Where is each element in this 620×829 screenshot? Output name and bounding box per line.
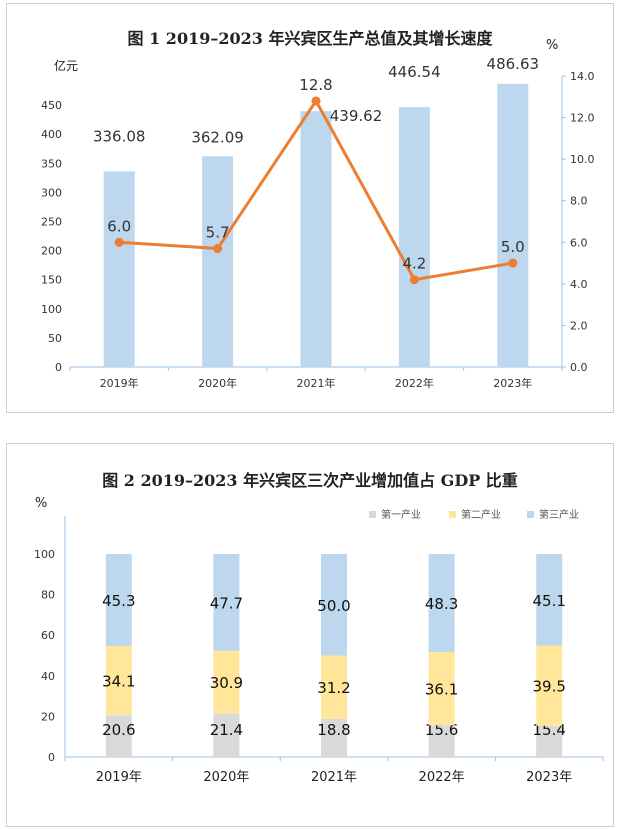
y-right-tick-label: 10.0	[570, 153, 595, 166]
y-right-tick-label: 0.0	[570, 361, 588, 374]
y-axis-left-label: 亿元	[54, 58, 78, 73]
gdp-bar	[497, 83, 529, 367]
x-tick-label: 2019年	[100, 376, 139, 390]
y-left-tick-label: 450	[41, 99, 62, 112]
stack-segment-label: 36.1	[425, 681, 458, 699]
growth-rate-label: 6.0	[107, 217, 131, 235]
y-left-tick-label: 300	[41, 186, 62, 199]
y-left-tick-label: 100	[41, 303, 62, 316]
growth-rate-point	[508, 258, 518, 268]
x-tick-label: 2019年	[96, 770, 142, 785]
growth-rate-label: 5.0	[501, 238, 525, 256]
stack-segment-label: 31.2	[317, 679, 350, 697]
growth-rate-point	[311, 96, 321, 106]
stack-segment	[213, 650, 240, 714]
y-left-tick-label: 150	[41, 274, 62, 287]
y-tick-label: 20	[41, 710, 55, 723]
gdp-bar	[202, 156, 234, 367]
chart-title: 图 2 2019–2023 年兴宾区三次产业增加值占 GDP 比重	[102, 471, 518, 490]
y-left-tick-label: 200	[41, 245, 62, 258]
industry-share-chart: % 0 20 40 60 80 100 2019年 2020年 2021年 2022年 2023年 20…	[34, 496, 604, 785]
legend-label: 第一产业	[381, 508, 421, 521]
stack-segment	[321, 718, 347, 757]
stack-segment	[105, 645, 132, 716]
stack-segment	[428, 554, 455, 653]
stack-segment-label: 20.6	[102, 721, 135, 739]
stack-segment-label: 15.6	[425, 721, 458, 739]
gdp-bar	[103, 171, 135, 367]
y-axis-label: %	[35, 496, 47, 511]
gdp-growth-chart: 亿元% 0 50 100 150 200 250 300 350 400 450 0.0 2.0 4.0 6…	[41, 38, 595, 390]
x-tick-label: 2020年	[198, 376, 237, 390]
stack-segment	[321, 655, 347, 719]
stack-segment-label: 50.0	[317, 597, 350, 615]
gdp-bar	[300, 111, 332, 367]
stack-segment	[213, 713, 240, 757]
chart-title: 图 1 2019–2023 年兴宾区生产总值及其增长速度	[127, 29, 493, 48]
y-right-tick-label: 4.0	[570, 278, 588, 291]
y-right-tick-label: 6.0	[570, 236, 588, 249]
chart-panel-industry-share: 图 2 2019–2023 年兴宾区三次产业增加值占 GDP 比重 % 0 20 40…	[6, 443, 614, 827]
growth-rate-point	[114, 237, 124, 247]
y-tick-label: 80	[41, 589, 55, 602]
y-right-tick-label: 2.0	[570, 319, 588, 332]
y-right-tick-label: 14.0	[570, 70, 595, 83]
stack-segment	[321, 554, 347, 656]
gdp-bar-label: 362.09	[191, 128, 244, 146]
y-left-tick-label: 50	[48, 332, 62, 345]
x-tick-label: 2021年	[311, 770, 357, 785]
stack-segment	[213, 554, 240, 651]
y-left-tick-label: 0	[55, 361, 62, 374]
stack-segment	[428, 725, 455, 757]
y-tick-label: 40	[41, 670, 55, 683]
y-left-tick-label: 400	[41, 128, 62, 141]
stack-segment-label: 30.9	[210, 674, 243, 692]
y-left-tick-label: 350	[41, 157, 62, 170]
stack-segment-label: 48.3	[425, 595, 458, 613]
legend-swatch	[527, 511, 534, 518]
stack-segment	[428, 652, 455, 726]
growth-rate-label: 5.7	[206, 224, 230, 242]
stack-segment-label: 47.7	[210, 594, 243, 612]
y-tick-label: 60	[41, 629, 55, 642]
x-tick-label: 2023年	[526, 770, 572, 785]
stack-segment-label: 45.3	[102, 592, 135, 610]
stack-segment	[105, 715, 132, 757]
y-tick-label: 100	[34, 548, 55, 561]
stack-segment-label: 34.1	[102, 673, 135, 691]
gdp-bar-label: 486.63	[487, 55, 540, 73]
stack-segment-label: 21.4	[210, 721, 243, 739]
gdp-bar-label: 446.54	[388, 63, 441, 81]
legend-swatch	[369, 511, 376, 518]
gdp-bar-label: 336.08	[93, 127, 146, 145]
y-tick-label: 0	[48, 751, 55, 764]
y-axis-right-label: %	[546, 38, 558, 53]
legend-label: 第三产业	[539, 508, 579, 521]
stack-segment	[536, 645, 563, 726]
y-left-tick-label: 250	[41, 216, 62, 229]
chart-panel-gdp-growth: 图 1 2019–2023 年兴宾区生产总值及其增长速度 亿元% 0 50 100 15…	[6, 3, 614, 413]
growth-rate-label: 4.2	[402, 255, 426, 273]
stack-segment	[536, 725, 563, 757]
x-tick-label: 2021年	[297, 376, 336, 390]
legend-label: 第二产业	[461, 508, 501, 521]
x-tick-label: 2020年	[203, 770, 249, 785]
x-tick-label: 2022年	[419, 770, 465, 785]
stack-segment-label: 39.5	[532, 678, 565, 696]
y-right-tick-label: 12.0	[570, 112, 595, 125]
stack-segment	[105, 554, 132, 646]
growth-rate-label: 12.8	[299, 76, 332, 94]
growth-rate-point	[213, 244, 223, 254]
stack-segment-label: 45.1	[532, 592, 565, 610]
stack-segment-label: 18.8	[317, 721, 350, 739]
stack-segment	[536, 554, 563, 646]
x-tick-label: 2022年	[395, 376, 434, 390]
gdp-bar-label: 439.62	[330, 107, 383, 125]
gdp-bar	[398, 107, 430, 368]
x-tick-label: 2023年	[493, 376, 532, 390]
legend-swatch	[449, 511, 456, 518]
growth-rate-point	[409, 275, 419, 285]
y-right-tick-label: 8.0	[570, 195, 588, 208]
